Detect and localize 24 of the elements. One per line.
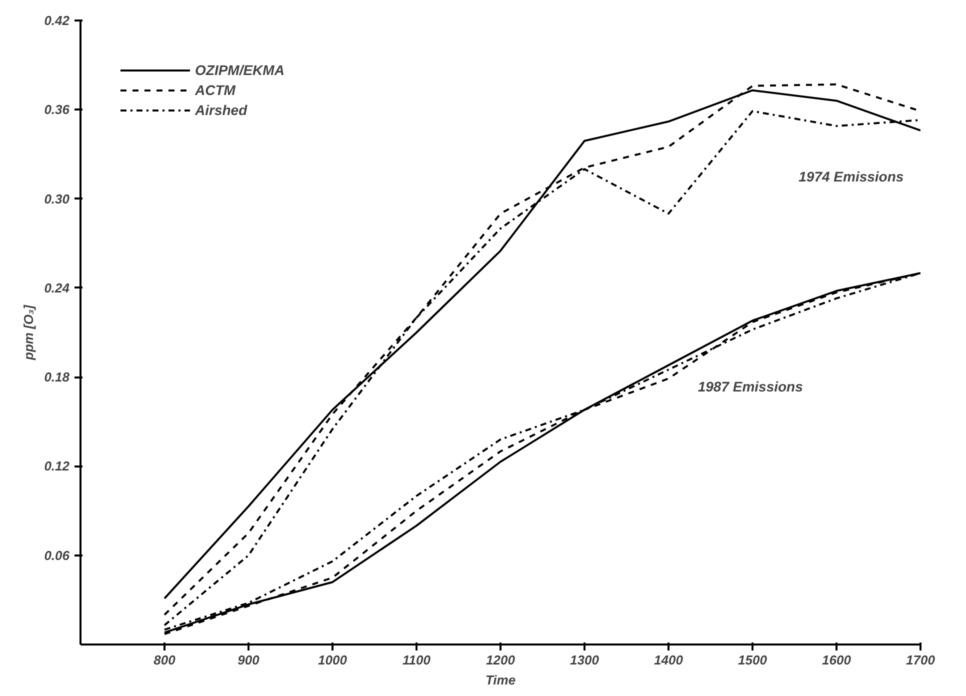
x-tick-label: 1000 <box>318 652 348 668</box>
legend-label: OZIPM/EKMA <box>195 62 284 78</box>
y-tick-label: 0.36 <box>44 102 70 118</box>
y-tick-label: 0.30 <box>44 191 70 206</box>
x-tick-label: 800 <box>154 652 176 668</box>
annotation: 1987 Emissions <box>698 378 804 394</box>
y-tick-label: 0.18 <box>44 370 70 385</box>
x-tick-label: 1700 <box>906 652 936 668</box>
y-tick-label: 0.24 <box>44 280 70 296</box>
x-axis-title: Time <box>485 672 516 688</box>
y-tick-label: 0.06 <box>44 548 70 563</box>
x-tick-label: 1400 <box>654 652 684 668</box>
x-tick-label: 1100 <box>402 652 432 668</box>
y-axis-title: ppm [O₃] <box>21 304 36 361</box>
x-tick-label: 1600 <box>822 652 852 668</box>
legend-label: ACTM <box>195 82 236 98</box>
x-tick-label: 1300 <box>570 652 600 668</box>
annotation: 1974 Emissions <box>798 168 904 184</box>
y-tick-label: 0.42 <box>44 13 70 28</box>
x-tick-label: 900 <box>238 652 260 668</box>
x-tick-label: 1500 <box>738 652 768 668</box>
legend-label: Airshed <box>195 102 248 118</box>
y-tick-label: 0.12 <box>44 458 70 474</box>
x-tick-label: 1200 <box>486 652 516 668</box>
